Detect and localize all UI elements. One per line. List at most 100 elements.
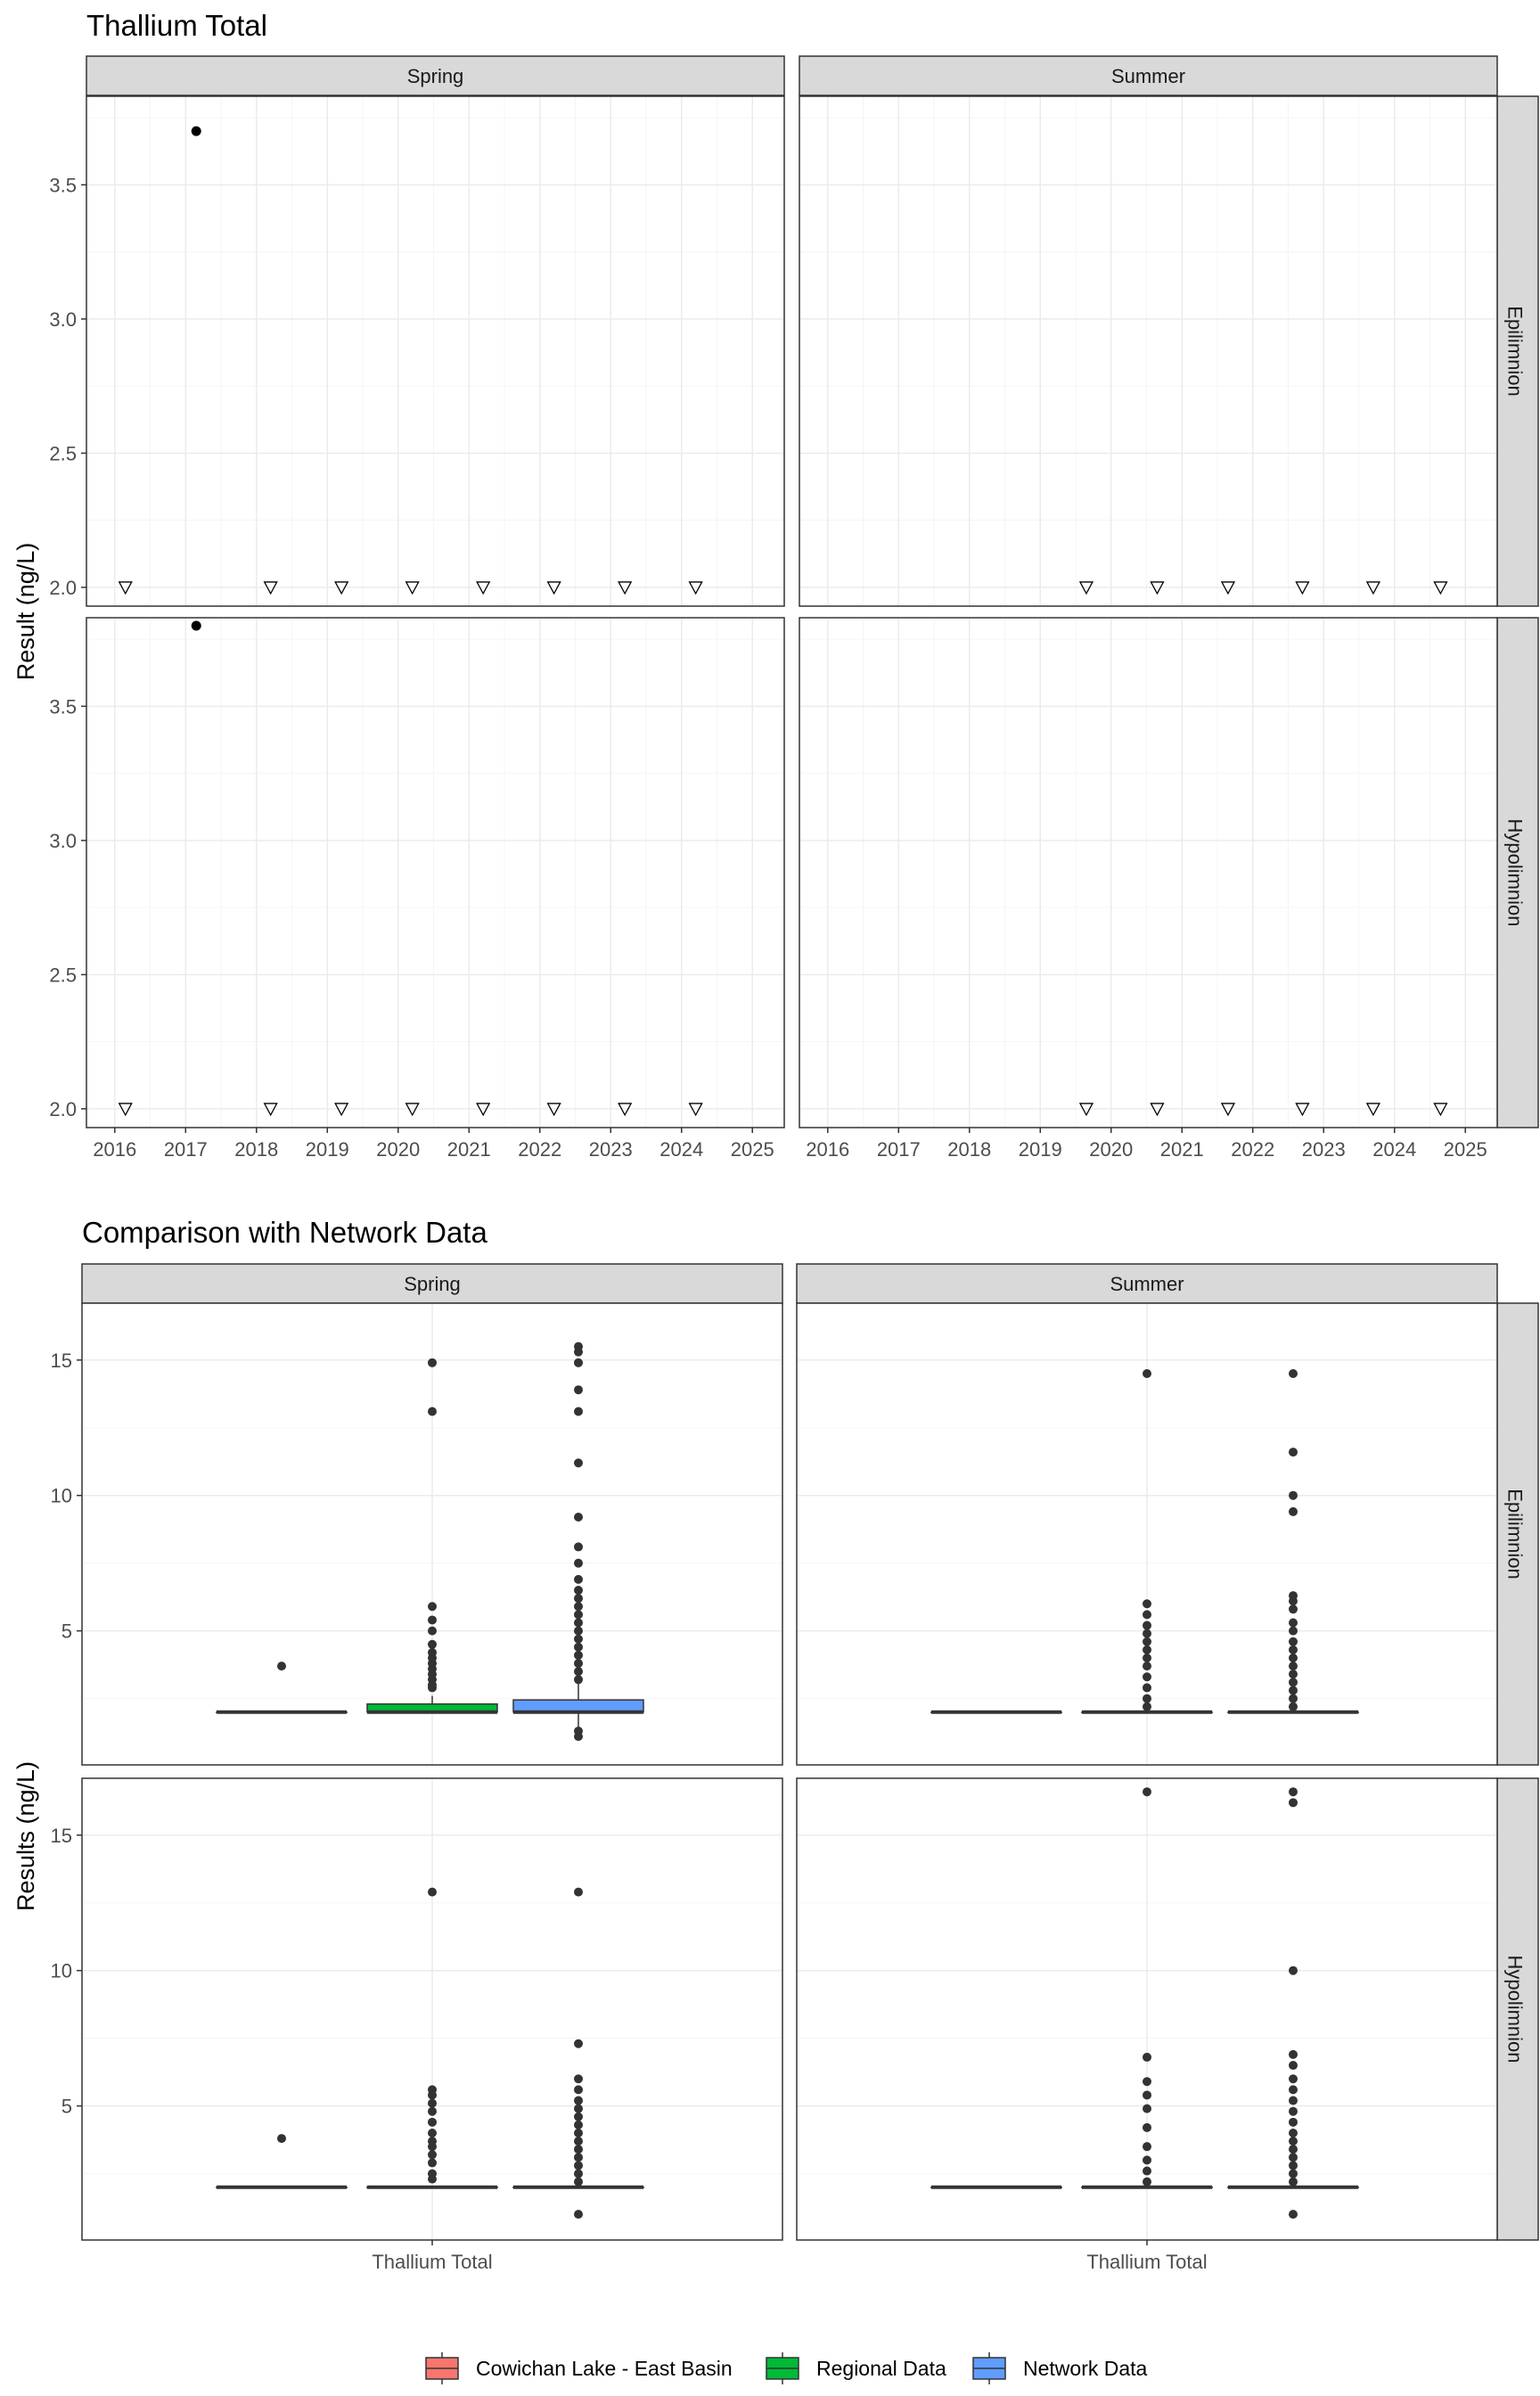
x-tick-label: 2020 [376,1138,420,1161]
x-tick-label: 2017 [877,1138,921,1161]
data-point [191,620,201,631]
outlier-point [1289,2169,1298,2179]
x-tick-label: 2020 [1089,1138,1133,1161]
outlier-point [428,2117,437,2127]
below-detection-marker [1220,1103,1236,1117]
outlier-point [574,1667,583,1677]
outlier-point [1289,2128,1298,2138]
outlier-point [428,1626,437,1636]
below-detection-marker [334,581,349,595]
outlier-point [1143,2155,1151,2165]
below-detection-marker [1078,1103,1094,1117]
legend-item: Network Data [972,2352,1148,2384]
box [366,1358,498,1714]
box-body [512,1699,644,1713]
outlier-point [574,2169,583,2179]
legend-label: Network Data [1023,2357,1148,2380]
outlier-point [1289,1798,1298,1808]
outlier-point [1289,1653,1298,1662]
y-tick-label: 3.0 [49,830,77,852]
scatter-panel [86,95,785,607]
x-tick-label: 2016 [93,1138,136,1161]
y-tick-label: 2.5 [49,442,77,464]
outlier-point [1143,1662,1151,1671]
x-tick-label: 2022 [518,1138,561,1161]
outlier-point [1289,1506,1298,1516]
outlier-point [574,2120,583,2129]
panel-border [799,95,1498,607]
box [1227,1368,1359,1714]
below-detection-marker [1220,581,1236,595]
outlier-point [277,1662,286,1671]
box [1081,1787,1213,2189]
outlier-point [574,1626,583,1636]
outlier-point [574,1358,583,1367]
outlier-point [574,1574,583,1584]
y-axis-title: Result (ng/L) [12,543,39,681]
x-tick-label: 2023 [1302,1138,1346,1161]
outlier-point [1289,1686,1298,1695]
x-tick-label: 2024 [659,1138,703,1161]
below-detection-marker [1433,1103,1448,1117]
boxplot-panel [796,1302,1498,1766]
below-detection-marker [688,1103,703,1117]
outlier-point [1143,2166,1151,2176]
x-tick-label: Thallium Total [372,2251,492,2273]
outlier-point [574,1342,583,1351]
outlier-point [574,2074,583,2084]
outlier-point [1289,1694,1298,1703]
scatter-panel [799,617,1498,1128]
outlier-point [574,1558,583,1568]
box [512,1342,644,1742]
outlier-point [428,1358,437,1367]
outlier-point [574,2145,583,2154]
outlier-point [574,2085,583,2095]
outlier-point [1289,1591,1298,1601]
chart-title: Thallium Total [86,9,267,42]
outlier-point [1289,1448,1298,1457]
outlier-point [1143,2122,1151,2132]
outlier-point [574,2128,583,2138]
y-tick-label: 2.0 [49,1098,77,1120]
outlier-point [1143,1653,1151,1662]
outlier-point [428,1639,437,1649]
below-detection-marker [476,581,491,595]
box [1081,1368,1213,1714]
outlier-point [1289,2177,1298,2187]
panel-border [796,1302,1498,1766]
below-detection-marker [618,1103,633,1117]
below-detection-marker [476,1103,491,1117]
outlier-point [574,1407,583,1416]
y-tick-label: 3.5 [49,174,77,196]
outlier-point [1289,2085,1298,2095]
y-tick-label: 3.0 [49,308,77,331]
outlier-point [574,1542,583,1552]
column-strip-label: Spring [407,65,464,87]
row-strip-label: Epilimnion [1504,306,1527,397]
outlier-point [428,2085,437,2095]
outlier-point [574,2153,583,2162]
outlier-point [1143,1787,1151,1797]
below-detection-marker [1365,581,1380,595]
outlier-point [1289,2145,1298,2154]
outlier-point [574,1385,583,1395]
row-strip [1496,95,1539,607]
box [366,1887,498,2189]
outlier-point [1143,1599,1151,1609]
outlier-point [1289,2153,1298,2162]
below-detection-marker [1078,581,1094,595]
x-tick-label: 2024 [1372,1138,1416,1161]
column-strip-label: Summer [1111,65,1185,87]
panel-background [86,618,784,1128]
outlier-point [574,2039,583,2048]
outlier-point [1289,2074,1298,2084]
below-detection-marker [405,1103,420,1117]
y-tick-label: 15 [51,1825,72,1847]
panel-background [86,96,784,606]
row-strip-label: Hypolimnion [1504,1955,1527,2063]
outlier-point [1143,1637,1151,1646]
outlier-point [1289,1670,1298,1679]
x-tick-label: 2022 [1231,1138,1274,1161]
outlier-point [1289,1678,1298,1687]
outlier-point [1289,2137,1298,2146]
